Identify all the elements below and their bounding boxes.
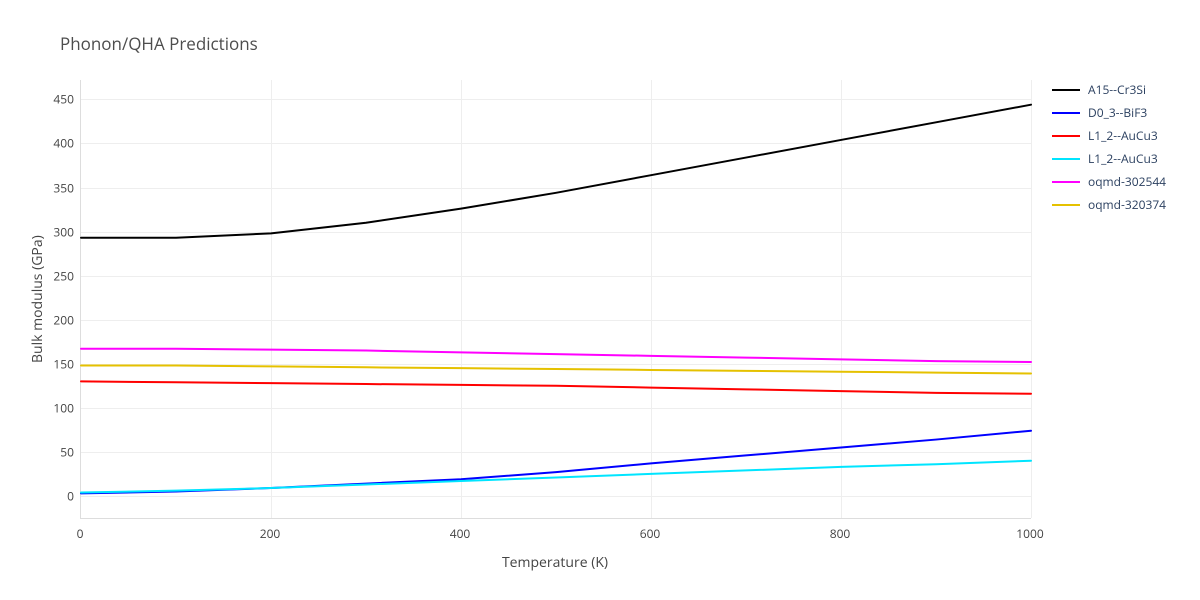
chart-title: Phonon/QHA Predictions: [60, 32, 258, 55]
legend-item[interactable]: oqmd-302544: [1052, 172, 1166, 191]
plot-area: [80, 80, 1031, 519]
y-tick-label: 350: [44, 179, 74, 196]
legend-swatch: [1052, 204, 1080, 206]
legend-label: oqmd-320374: [1088, 196, 1166, 213]
x-tick-label: 0: [77, 525, 84, 542]
y-tick-label: 100: [44, 399, 74, 416]
series-line: [81, 431, 1031, 494]
legend-label: A15--Cr3Si: [1088, 81, 1146, 98]
legend-swatch: [1052, 112, 1080, 114]
legend-item[interactable]: D0_3--BiF3: [1052, 103, 1166, 122]
x-tick-label: 400: [450, 525, 471, 542]
y-tick-label: 300: [44, 223, 74, 240]
legend-swatch: [1052, 158, 1080, 160]
y-tick-label: 450: [44, 91, 74, 108]
series-lines: [81, 80, 1031, 518]
legend-label: oqmd-302544: [1088, 173, 1166, 190]
gridline-vertical: [1031, 80, 1032, 518]
legend-item[interactable]: oqmd-320374: [1052, 195, 1166, 214]
legend-item[interactable]: L1_2--AuCu3: [1052, 149, 1166, 168]
legend-swatch: [1052, 135, 1080, 137]
x-tick-label: 600: [640, 525, 661, 542]
y-tick-label: 0: [44, 487, 74, 504]
legend-swatch: [1052, 181, 1080, 183]
x-tick-label: 200: [260, 525, 281, 542]
y-tick-label: 150: [44, 355, 74, 372]
y-tick-label: 400: [44, 135, 74, 152]
y-tick-label: 200: [44, 311, 74, 328]
legend-item[interactable]: A15--Cr3Si: [1052, 80, 1166, 99]
legend-label: L1_2--AuCu3: [1088, 127, 1158, 144]
series-line: [81, 381, 1031, 393]
y-axis-label: Bulk modulus (GPa): [28, 80, 48, 518]
y-tick-label: 50: [44, 443, 74, 460]
legend-label: L1_2--AuCu3: [1088, 150, 1158, 167]
legend-swatch: [1052, 89, 1080, 91]
legend-item[interactable]: L1_2--AuCu3: [1052, 126, 1166, 145]
y-tick-label: 250: [44, 267, 74, 284]
x-axis-label: Temperature (K): [80, 553, 1030, 572]
series-line: [81, 461, 1031, 493]
series-line: [81, 105, 1031, 238]
x-tick-label: 800: [830, 525, 851, 542]
x-tick-label: 1000: [1016, 525, 1043, 542]
series-line: [81, 349, 1031, 362]
legend-label: D0_3--BiF3: [1088, 104, 1147, 121]
legend: A15--Cr3Si D0_3--BiF3 L1_2--AuCu3 L1_2--AuC…: [1052, 80, 1166, 218]
series-line: [81, 366, 1031, 374]
